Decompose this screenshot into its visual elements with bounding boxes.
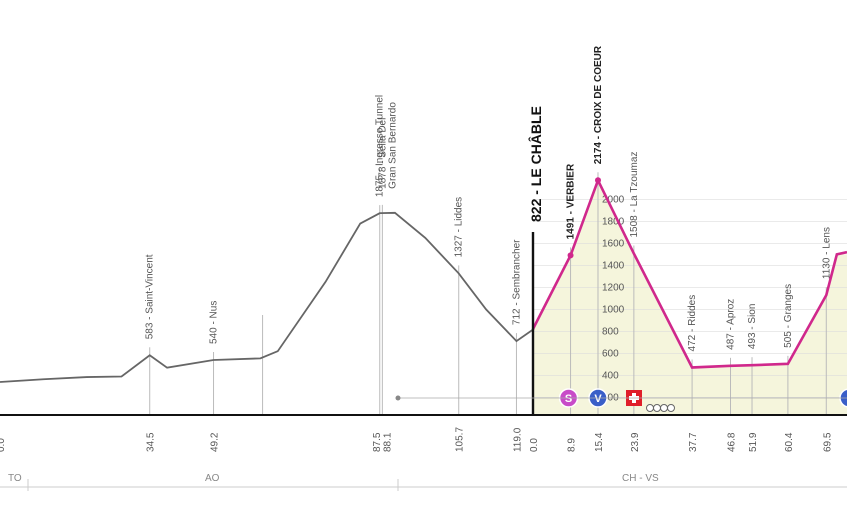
distance-label: 87.5 (372, 432, 383, 452)
region-label: CH - VS (622, 473, 659, 484)
place-label: 472 - Riddes (687, 295, 698, 352)
distance-label: 34.5 (146, 432, 157, 452)
profile-line-segment-1 (531, 176, 847, 369)
distance-label: 0.0 (529, 438, 540, 452)
place-label: 1327 - Liddes (454, 197, 465, 258)
altitude-tick-label: 1400 (602, 260, 625, 271)
altitude-tick-label: 600 (602, 348, 619, 359)
guide-dot (395, 395, 401, 401)
distance-label: 105.7 (455, 427, 466, 452)
altitude-tick-label: 1000 (602, 304, 625, 315)
place-label: 712 - Sembrancher (511, 239, 522, 325)
place-label: 2174 - CROIX DE COEUR (593, 45, 604, 164)
profile-line-segment-0 (0, 211, 535, 383)
place-label: 583 - Saint-Vincent (145, 254, 156, 339)
distance-label: 0.0 (0, 438, 7, 452)
profile-point (567, 252, 574, 259)
place-label: 493 - Sion (747, 304, 758, 350)
altitude-tick-label: 1200 (602, 282, 625, 293)
distance-label: 15.4 (594, 432, 605, 452)
altitude-tick-label: 400 (602, 370, 619, 381)
place-label-line2: Gran San Bernardo (387, 102, 398, 189)
distance-label: 69.5 (822, 432, 833, 452)
cobbles-icon (646, 404, 654, 412)
place-label: 540 - Nus (209, 301, 220, 344)
place-label: 1130 - Lens (821, 227, 832, 279)
place-label: 487 - Aproz (725, 299, 736, 350)
altitude-tick-label: 1600 (602, 238, 625, 249)
distance-label: 88.1 (382, 432, 393, 452)
distance-label: 51.9 (748, 432, 759, 452)
sprint-s-icon-glyph: S (565, 393, 572, 405)
cobbles-icon (653, 404, 661, 412)
cobbles-icon (667, 404, 675, 412)
distance-label: 46.8 (726, 432, 737, 452)
region-label: AO (205, 473, 220, 484)
cobbles-icon (660, 404, 668, 412)
region-label: TO (8, 473, 22, 484)
place-label: 1878 - Sella Del (377, 118, 388, 189)
distance-label: 23.9 (630, 432, 641, 452)
place-label: 505 - Granges (783, 284, 794, 348)
place-label: 1508 - La Tzoumaz (629, 152, 640, 238)
altitude-tick-label: 800 (602, 326, 619, 337)
altitude-tick-label: 1800 (602, 216, 625, 227)
distance-label: 60.4 (784, 432, 795, 452)
place-label: 1875 - Ingresso Tunnel (375, 95, 386, 197)
distance-label: 8.9 (567, 438, 578, 452)
start-place-label: 822 - LE CHÂBLE (527, 106, 544, 222)
race-area-fill (533, 180, 847, 415)
distance-label: 119.0 (512, 427, 523, 452)
place-label: 1491 - VERBIER (566, 163, 577, 239)
altitude-tick-label: 2000 (602, 194, 625, 205)
distance-label: 37.7 (688, 432, 699, 452)
distance-label: 49.2 (210, 432, 221, 452)
profile-point (594, 177, 601, 184)
climb-v-icon-glyph: V (594, 393, 602, 405)
